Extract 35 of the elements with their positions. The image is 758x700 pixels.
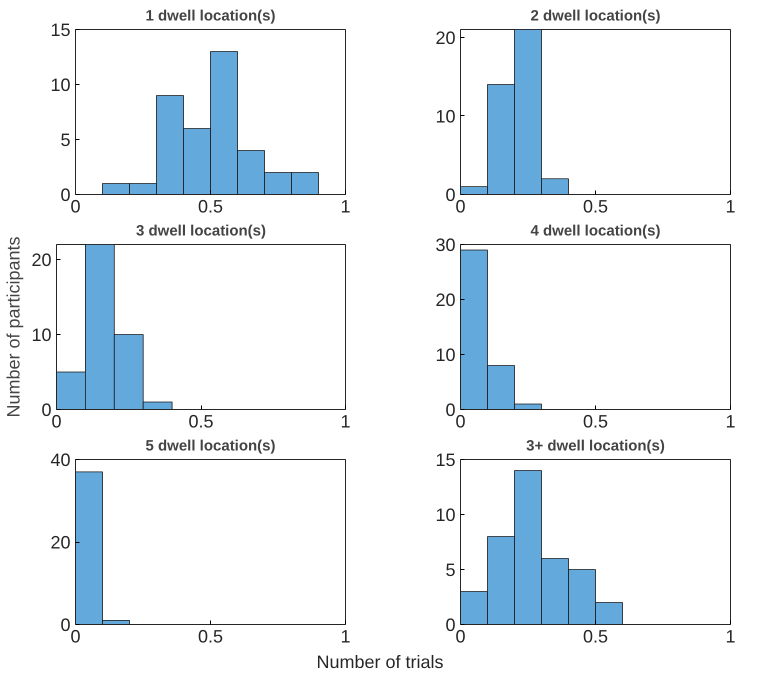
y-tick-label: 20: [50, 532, 71, 552]
x-tick-label: 1: [725, 196, 736, 216]
x-tick-label: 0.5: [582, 196, 608, 216]
x-tick-label: 0.5: [198, 626, 224, 646]
chart-title: 1 dwell location(s): [145, 8, 276, 24]
y-tick-label: 30: [435, 235, 456, 255]
y-tick-label: 5: [60, 130, 71, 150]
chart-title: 2 dwell location(s): [530, 8, 661, 24]
y-tick-label: 15: [50, 20, 71, 40]
chart-title: 4 dwell location(s): [530, 222, 661, 240]
x-tick-label: 1: [725, 412, 736, 432]
y-tick-label: 20: [435, 290, 456, 310]
y-tick-label: 10: [31, 325, 52, 345]
y-tick-label: 10: [435, 345, 456, 365]
x-tick-label: 0.5: [188, 412, 214, 432]
x-tick-label: 1: [340, 196, 351, 216]
y-tick-label: 20: [435, 28, 456, 48]
x-axis-title: Number of trials: [316, 651, 444, 674]
chart-title: 3 dwell location(s): [136, 222, 266, 240]
x-tick-label: 1: [725, 626, 736, 646]
x-tick-label: 0.5: [582, 412, 608, 432]
y-tick-label: 10: [435, 106, 456, 126]
y-tick-label: 10: [50, 75, 71, 95]
x-tick-label: 0.5: [198, 196, 224, 216]
y-tick-label: 10: [435, 505, 456, 525]
y-tick-label: 40: [50, 450, 71, 470]
y-tick-label: 15: [435, 450, 456, 470]
x-tick-label: 0.5: [582, 626, 608, 646]
x-tick-label: 1: [340, 412, 351, 432]
chart-title: 3+ dwell location(s): [526, 438, 665, 454]
chart-title: 5 dwell location(s): [145, 438, 276, 454]
x-tick-label: 1: [340, 626, 351, 646]
y-axis-title: Number of participants: [3, 236, 24, 418]
y-tick-label: 20: [31, 250, 52, 270]
y-tick-label: 5: [445, 560, 456, 580]
